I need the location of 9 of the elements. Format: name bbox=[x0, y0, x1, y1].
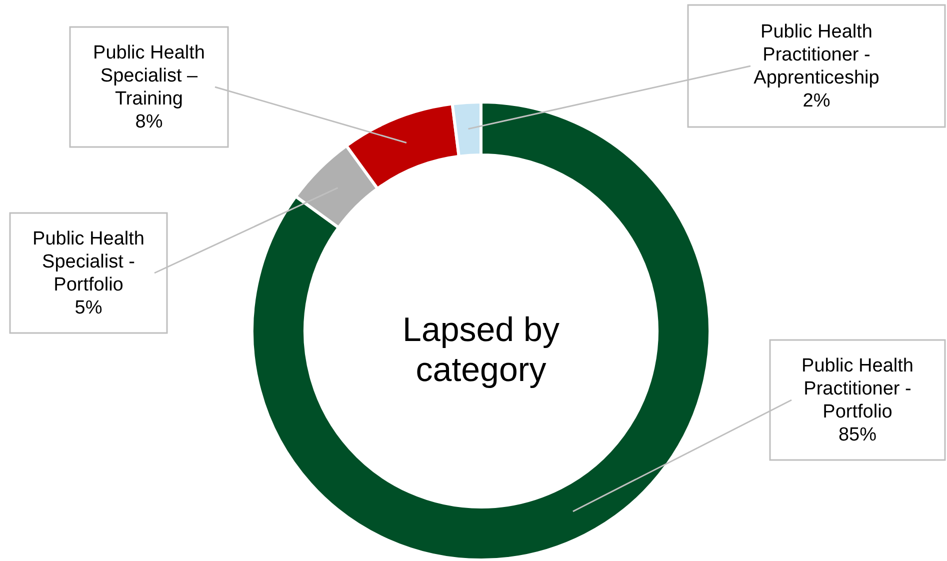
slice-label: Public Health Practitioner - Apprenticeship bbox=[754, 22, 880, 88]
slice-label: Public Health Specialist – Training bbox=[93, 42, 205, 110]
slice-label: Public Health Specialist - Portfolio bbox=[32, 228, 144, 296]
data-label: 85% bbox=[838, 424, 877, 446]
slice-label: Public Health Practitioner - Portfolio bbox=[802, 356, 914, 422]
data-label: 8% bbox=[135, 112, 163, 132]
data-label: 2% bbox=[802, 90, 830, 112]
text: Lapsed by category bbox=[402, 311, 560, 389]
data-label: 5% bbox=[74, 298, 102, 318]
